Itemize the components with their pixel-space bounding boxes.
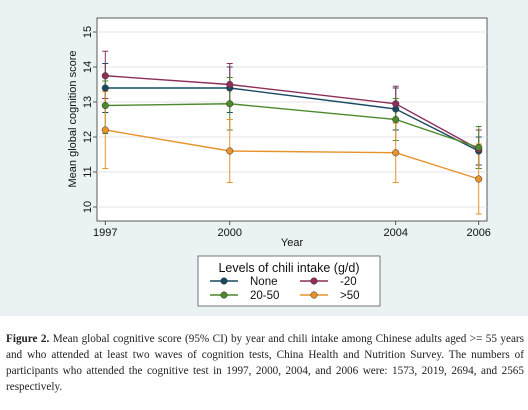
data-point: [101, 84, 109, 92]
caption-text: Mean global cognitive score (95% CI) by …: [6, 333, 524, 393]
y-tick-label: 13: [82, 96, 94, 108]
legend-label: None: [250, 276, 278, 288]
data-point: [226, 100, 234, 108]
y-axis-title: Mean global cognition score: [67, 51, 79, 188]
data-point: [101, 101, 109, 110]
legend-title: Levels of chili intake (g/d): [218, 261, 359, 275]
line-chart: 10 11 12 13 14 15 1997 2000 2004 2006 Year Mean g…: [67, 17, 491, 307]
legend-marker: [220, 277, 228, 285]
data-point: [101, 126, 109, 134]
x-tick-label: 2004: [383, 227, 407, 239]
grid-lines: [97, 31, 487, 208]
data-point: [475, 143, 483, 152]
x-axis-title: Year: [281, 237, 304, 249]
figure-caption: Figure 2. Mean global cognitive score (9…: [6, 331, 524, 395]
x-tick-label: 2000: [218, 227, 242, 239]
caption-label: Figure 2.: [6, 333, 50, 345]
x-tick-label: 2006: [466, 227, 490, 239]
legend-marker: [310, 277, 318, 285]
series-line: [105, 129, 479, 180]
data-point: [226, 147, 234, 155]
series-line: [105, 103, 479, 149]
axes: 10 11 12 13 14 15 1997 2000 2004 2006: [82, 26, 491, 239]
data-point: [392, 100, 400, 108]
data-point: [101, 72, 109, 80]
legend-label: 20-50: [250, 290, 279, 302]
series-line: [105, 87, 480, 152]
data-point: [392, 149, 400, 157]
legend-marker: [310, 291, 318, 299]
legend-marker: [220, 291, 228, 299]
y-tick-label: 14: [82, 61, 94, 73]
y-tick-label: 10: [82, 201, 94, 213]
data-point: [226, 80, 234, 89]
data-point: [392, 115, 400, 124]
y-tick-label: 12: [82, 131, 94, 143]
legend-items: None -20 20-50 >50: [210, 276, 360, 302]
legend-label: -20: [340, 276, 357, 288]
data-point: [475, 175, 483, 183]
series-line: [105, 75, 480, 150]
plot-area: [96, 17, 488, 222]
legend: Levels of chili intake (g/d) None -20 20-5…: [197, 255, 381, 307]
y-tick-label: 11: [82, 166, 94, 177]
y-tick-label: 15: [82, 26, 94, 38]
x-tick-label: 1997: [93, 227, 117, 239]
series-lines: [105, 75, 480, 180]
legend-label: >50: [340, 290, 360, 302]
series-points: [101, 72, 483, 183]
